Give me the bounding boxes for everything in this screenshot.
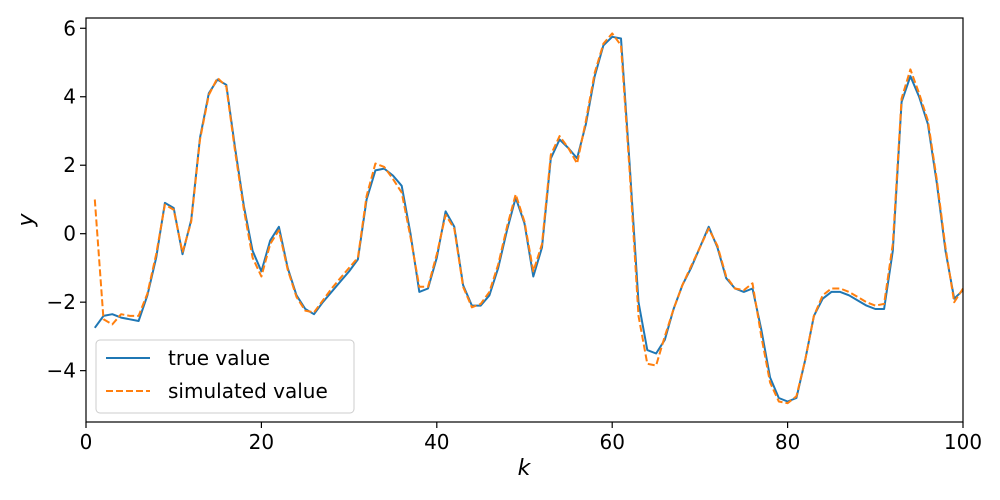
legend-box (95, 339, 355, 414)
y-tick-label: −4 (47, 359, 76, 383)
legend-label-simulated-value: simulated value (168, 379, 328, 403)
x-tick-label: 100 (944, 430, 982, 454)
legend-label-true-value: true value (168, 346, 270, 370)
y-tick-label: 0 (63, 222, 76, 246)
x-axis: 0 20 40 60 80 100 (80, 422, 982, 454)
y-tick-label: 6 (63, 16, 76, 40)
y-tick-label: 4 (63, 85, 76, 109)
y-axis-label: y (14, 213, 39, 228)
y-tick-label: −2 (47, 290, 76, 314)
plot-frame (85, 17, 964, 423)
x-tick-label: 80 (775, 430, 800, 454)
x-tick-label: 40 (424, 430, 449, 454)
x-tick-label: 0 (80, 430, 93, 454)
legend: true value simulated value (95, 339, 355, 414)
x-axis-label: k (518, 456, 532, 481)
series-layer (93, 32, 964, 405)
x-tick-label: 60 (599, 430, 624, 454)
series-line-simulated-value (93, 32, 964, 405)
y-tick-label: 2 (63, 153, 76, 177)
y-axis: −4 −2 0 2 4 6 (47, 16, 86, 383)
x-tick-label: 20 (249, 430, 274, 454)
